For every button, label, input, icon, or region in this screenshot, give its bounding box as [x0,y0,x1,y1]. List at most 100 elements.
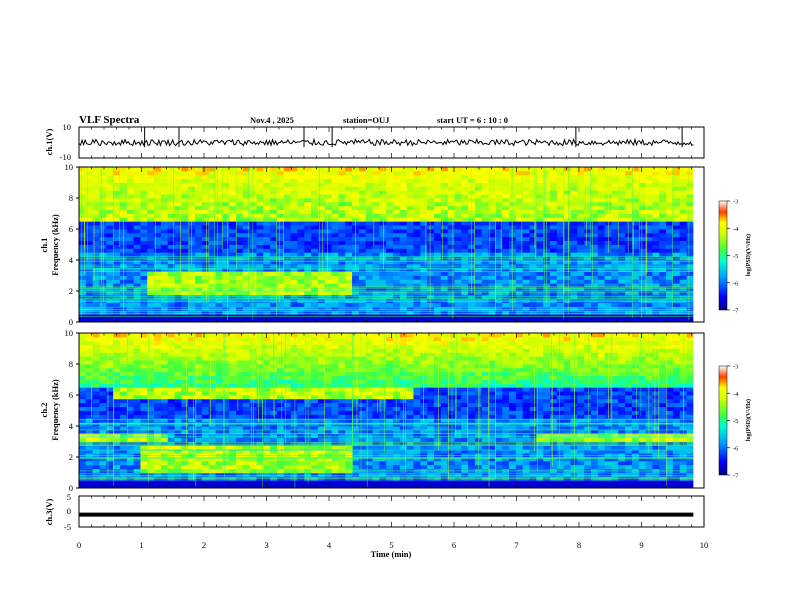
spectrogram-cell [474,182,483,187]
spectrogram-cell [645,182,653,187]
spectrogram-cell [236,283,244,288]
spectrogram-cell [133,379,141,384]
spectrogram-cell [92,198,100,203]
spectrogram-cell [256,472,264,477]
spectrogram-cell [208,271,216,276]
spectrogram-cell [529,170,537,176]
spectrogram-cell [324,232,332,238]
spectrogram-cell [147,445,155,450]
spectrogram-cell [577,167,585,172]
spectrogram-cell [215,352,223,357]
spectrogram-cell [208,387,216,392]
spectrogram-cell [331,217,339,222]
spectrogram-cell [386,260,394,265]
spectrogram-cell [195,232,203,238]
spectrogram-cell [154,306,162,311]
spectrogram-cell [256,426,264,431]
spectrogram-cell [317,310,326,315]
spectrogram-cell [461,294,469,300]
spectrogram-cell [263,170,271,176]
spectrogram-cell [147,391,155,396]
spectrogram-cell [174,348,182,353]
spectrogram-cell [529,260,537,265]
spectrogram-cell [106,433,114,439]
spectrogram-cell [304,182,312,187]
spectrogram-cell [174,217,182,222]
spectrogram-cell [597,209,606,214]
spectrogram-cell [597,182,606,187]
spectrogram-cell [454,294,462,300]
spectrogram-cell [195,464,203,470]
spectrogram-cell [276,414,285,419]
spectrogram-cell [672,271,681,276]
spectrogram-cell [229,209,237,214]
spectrogram-cell [92,344,100,349]
spectrogram-cell [679,236,687,242]
spectrogram-cell [672,225,681,230]
spectrogram-cell [106,352,114,357]
spectrogram-cell [236,414,244,419]
spectrogram-cell [133,333,141,338]
spectrogram-cell [297,190,305,195]
spectrogram-cell [270,213,278,218]
spectrogram-cell [283,182,292,187]
spectrogram-cell [236,437,244,442]
spectrogram-cell [229,371,237,377]
spectrogram-cell [645,267,653,273]
spectrogram-cell [406,201,414,207]
spectrogram-cell [229,248,237,253]
spectrogram-cell [140,364,148,369]
spectrogram-cell [181,232,189,238]
spectrogram-cell [317,213,326,218]
spectrogram-cell [133,426,141,431]
spectrogram-cell [283,260,292,265]
spectrogram-cell [167,178,175,183]
spectrogram-cell [85,221,94,226]
spectrogram-cell [297,248,305,253]
spectrogram-cell [611,244,619,249]
spectrogram-cell [345,217,353,222]
spectrogram-cell [147,209,155,214]
spectrogram-cell [577,248,585,253]
spectrogram-cell [242,395,251,400]
spectrogram-cell [119,360,128,365]
spectrogram-cell [133,383,141,388]
spectrogram-cell [188,364,196,369]
spectrogram-cell [618,194,626,199]
spectrogram-cell [638,170,646,176]
spectrogram-cell [160,236,169,242]
spectrogram-cell [652,194,660,199]
spectrogram-cell [433,190,442,195]
spectrogram-cell [229,437,237,442]
spectrogram-cell [440,201,449,207]
spectrogram-cell [140,201,148,207]
spectrogram-cell [222,383,230,388]
spectrogram-cell [433,279,442,284]
spectrogram-cell [584,213,592,218]
spectrogram-cell [686,186,694,191]
spectrogram-cell [331,256,339,261]
spectrogram-cell [570,209,578,214]
spectrogram-cell [461,201,469,207]
spectrogram-cell [659,182,667,187]
spectrogram-cell [92,379,100,384]
spectrogram-cell [686,298,694,304]
spectrogram-cell [140,252,148,257]
spectrogram-cell [140,244,148,249]
spectrogram-cell [386,306,394,311]
spectrogram-cell [249,340,257,346]
spectrogram-cell [372,178,380,183]
spectrogram-cell [365,194,373,199]
spectrogram-cell [522,302,530,307]
spectrogram-cell [556,190,565,195]
spectrogram-cell [618,275,626,280]
spectrogram-cell [686,229,694,234]
spectrogram-cell [188,379,196,384]
spectrogram-cell [304,260,312,265]
spectrogram-cell [188,437,196,442]
spectrogram-cell [195,198,203,203]
spectrogram-cell [126,449,135,454]
spectrogram-cell [570,310,578,315]
spectrogram-cell [502,167,510,172]
spectrogram-cell [85,398,94,404]
